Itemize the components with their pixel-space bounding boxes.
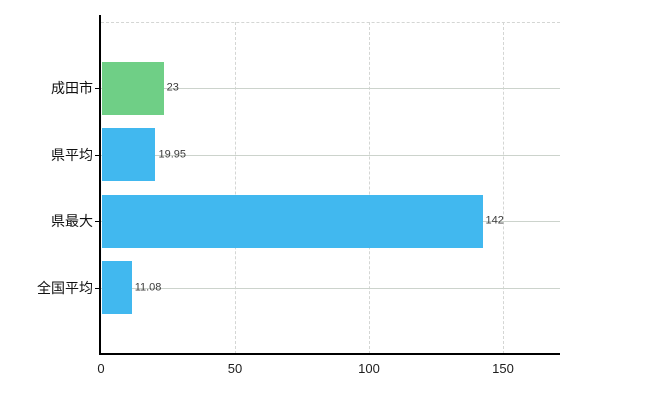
gridline-horizontal — [101, 154, 560, 156]
x-axis-tick-label: 0 — [97, 361, 105, 376]
y-axis-tick — [95, 154, 101, 156]
x-axis-line — [99, 353, 560, 355]
bar-value-label: 19.95 — [158, 148, 186, 161]
gridline-horizontal-top — [101, 22, 560, 23]
bar-value-label: 11.08 — [134, 281, 162, 294]
bar-default — [102, 261, 132, 315]
x-axis-tick-label: 150 — [492, 361, 514, 376]
bar-value-label: 23 — [166, 81, 179, 94]
bar-highlight — [102, 61, 164, 115]
plot-area: 23 19.95 142 11.08 — [101, 22, 560, 354]
category-label: 全国平均 — [37, 279, 93, 296]
gridline-horizontal — [101, 287, 560, 289]
bar-default — [102, 128, 156, 182]
bar-default — [102, 194, 483, 248]
bar-value-label: 142 — [485, 214, 504, 227]
y-axis-line — [99, 15, 101, 354]
x-axis-tick-label: 50 — [227, 361, 243, 376]
category-label: 県平均 — [51, 146, 93, 163]
y-axis-tick — [95, 88, 101, 90]
gridline-vertical — [235, 22, 236, 354]
category-label: 成田市 — [51, 80, 93, 97]
gridline-vertical — [369, 22, 370, 354]
y-axis-tick — [95, 287, 101, 289]
x-axis-tick-label: 100 — [358, 361, 380, 376]
gridline-vertical — [503, 22, 504, 354]
gridline-horizontal — [101, 88, 560, 90]
y-axis-tick — [95, 221, 101, 223]
category-label: 県最大 — [51, 213, 93, 230]
